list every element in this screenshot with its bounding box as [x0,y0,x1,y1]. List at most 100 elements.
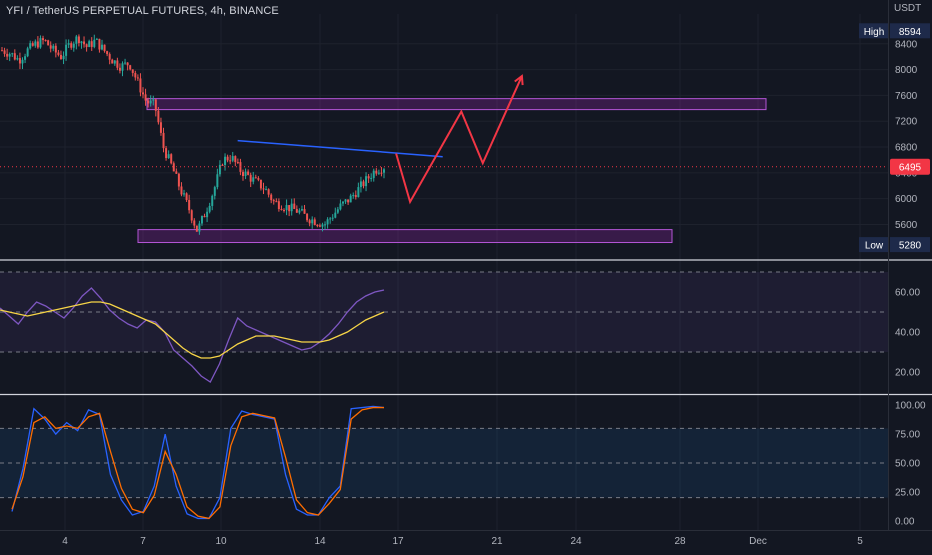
candle-body[interactable] [134,72,137,78]
candle-body[interactable] [257,178,260,180]
candle-body[interactable] [34,41,37,46]
candle-body[interactable] [383,169,385,173]
candle-body[interactable] [116,60,119,68]
candle-body[interactable] [357,187,360,198]
candle-body[interactable] [367,176,370,179]
candle-body[interactable] [341,201,344,204]
candle-body[interactable] [306,213,309,221]
candle-body[interactable] [229,160,232,162]
candle-body[interactable] [83,41,86,45]
candle-body[interactable] [252,177,255,182]
candle-body[interactable] [349,195,352,203]
candle-body[interactable] [106,51,109,55]
candle-body[interactable] [6,53,9,57]
candle-body[interactable] [324,224,327,226]
candle-body[interactable] [42,38,45,41]
stoch-d-line[interactable] [11,406,384,520]
candle-body[interactable] [236,162,239,164]
candle-body[interactable] [211,195,214,206]
candle-body[interactable] [198,223,201,232]
candle-body[interactable] [100,44,103,50]
candle-body[interactable] [90,41,93,47]
candle-body[interactable] [331,217,334,219]
candle-body[interactable] [136,77,139,79]
candle-body[interactable] [36,41,39,48]
candle-body[interactable] [126,62,129,66]
candle-body[interactable] [113,60,116,64]
candle-body[interactable] [103,44,106,52]
candle-body[interactable] [339,203,342,210]
candle-body[interactable] [159,122,162,133]
candle-body[interactable] [359,181,362,188]
candle-body[interactable] [26,48,29,57]
candle-body[interactable] [183,193,186,195]
symbol-title[interactable]: YFI / TetherUS PERPETUAL FUTURES, 4h, BI… [6,5,279,17]
candle-body[interactable] [152,99,155,101]
candle-body[interactable] [347,199,350,203]
candle-body[interactable] [59,54,62,60]
candle-body[interactable] [52,45,55,49]
candle-body[interactable] [344,199,347,202]
candle-body[interactable] [318,225,321,227]
candle-body[interactable] [270,194,273,201]
candle-body[interactable] [326,219,329,225]
candle-body[interactable] [334,212,337,218]
candle-body[interactable] [249,174,252,182]
candle-body[interactable] [142,92,145,95]
candle-body[interactable] [267,189,270,195]
candle-body[interactable] [285,205,288,211]
candle-body[interactable] [75,36,78,44]
candle-body[interactable] [336,209,339,213]
candle-body[interactable] [172,163,175,172]
candle-body[interactable] [111,59,114,64]
candle-body[interactable] [283,209,286,211]
candle-body[interactable] [213,187,216,196]
candle-body[interactable] [313,219,316,225]
candle-body[interactable] [247,171,250,175]
candle-body[interactable] [311,219,314,224]
candle-body[interactable] [65,44,68,56]
candle-body[interactable] [329,218,332,220]
candle-body[interactable] [154,99,157,111]
candle-body[interactable] [224,156,227,165]
candle-body[interactable] [121,63,124,71]
candle-body[interactable] [93,39,96,47]
candle-body[interactable] [85,44,88,48]
candle-body[interactable] [47,40,50,46]
candle-body[interactable] [175,171,178,174]
candle-body[interactable] [218,164,221,175]
candle-body[interactable] [11,53,14,55]
candle-body[interactable] [157,110,160,123]
candle-body[interactable] [80,41,83,44]
candle-body[interactable] [354,195,357,198]
candle-body[interactable] [272,200,275,202]
candle-body[interactable] [13,53,16,60]
candle-body[interactable] [226,156,229,161]
candle-body[interactable] [303,209,306,214]
candle-body[interactable] [70,43,73,48]
candle-body[interactable] [231,156,234,161]
candle-body[interactable] [380,172,383,174]
candle-body[interactable] [24,56,27,60]
candle-body[interactable] [352,195,355,197]
candle-body[interactable] [39,38,42,48]
candle-body[interactable] [193,220,196,226]
candle-body[interactable] [98,38,101,50]
candle-body[interactable] [29,43,32,49]
candle-body[interactable] [54,45,57,53]
candle-body[interactable] [62,55,65,60]
candle-body[interactable] [190,210,193,221]
candle-body[interactable] [295,208,298,213]
rsi-ma-line[interactable] [0,301,385,359]
candle-body[interactable] [262,188,265,190]
candle-body[interactable] [188,199,191,211]
resistance-zone[interactable] [146,98,767,111]
candle-body[interactable] [206,211,209,218]
candle-body[interactable] [88,41,91,48]
candle-body[interactable] [167,154,170,159]
candle-body[interactable] [208,205,211,212]
candle-body[interactable] [67,43,70,45]
candle-body[interactable] [170,154,173,164]
